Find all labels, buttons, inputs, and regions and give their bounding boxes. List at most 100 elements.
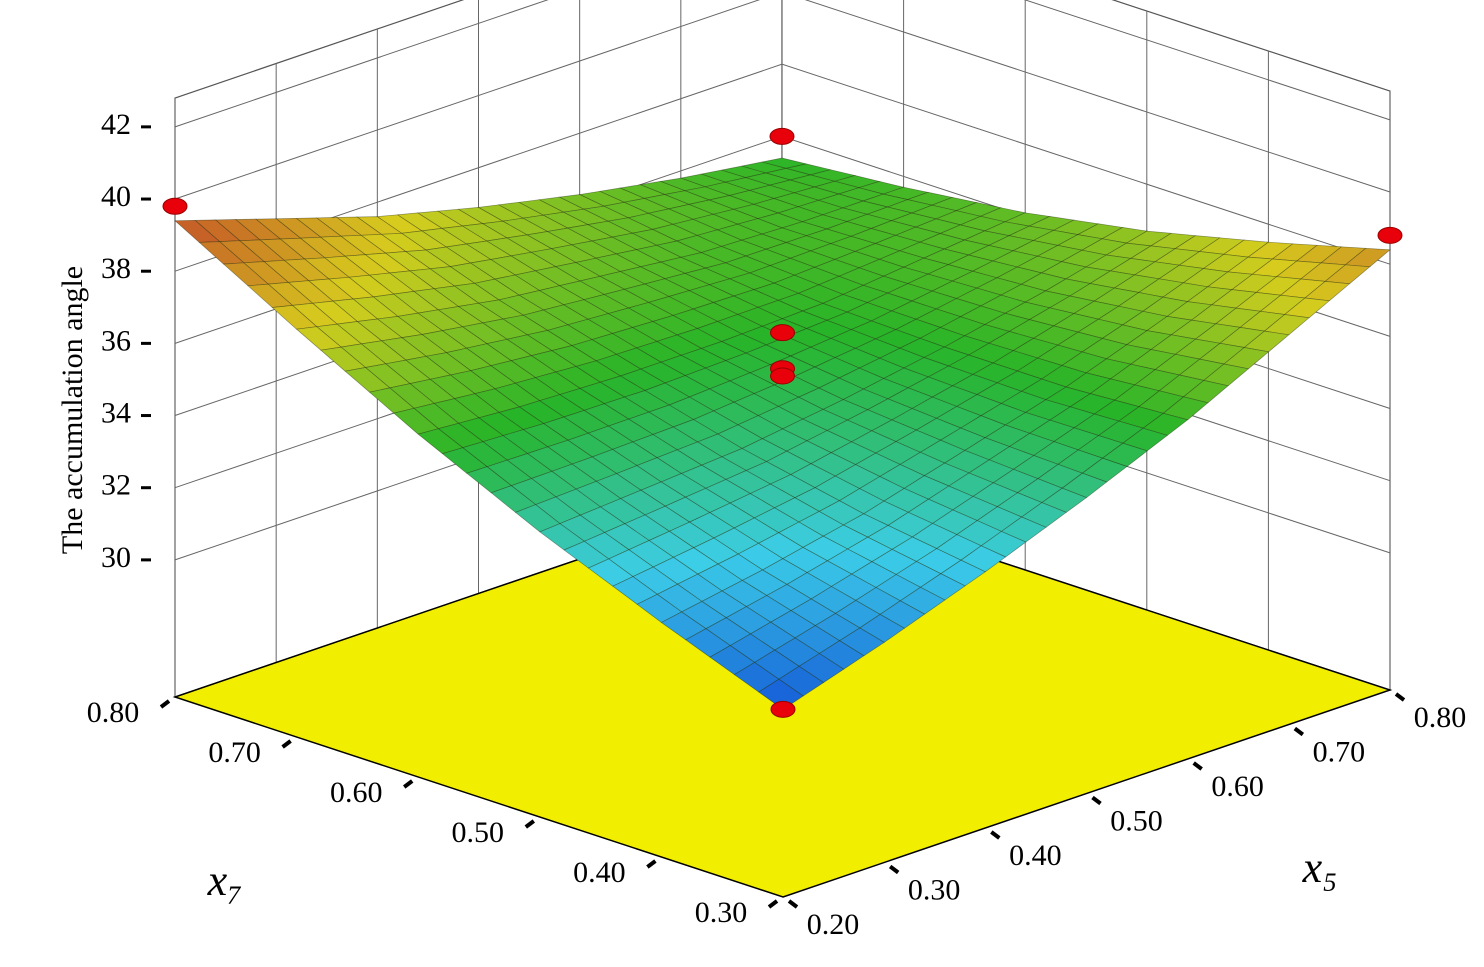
surface-patch [348,274,395,298]
grid-line [174,0,1391,128]
surface-patch [805,319,853,339]
surface-patch [449,370,496,395]
surface-patch [1304,281,1351,302]
surface-patch [1137,278,1185,298]
surface-patch [1060,249,1108,268]
design-point [770,367,795,385]
surface-patch [789,346,836,368]
surface-patch [389,383,436,409]
surface-patch [1020,272,1067,292]
surface-patch [1133,261,1181,280]
surface-patch [696,433,743,458]
surface-patch [368,272,415,295]
surface-patch [612,576,658,605]
surface-patch [879,600,926,629]
surface-patch [1077,435,1124,459]
surface-patch [1028,216,1075,231]
surface-patch [758,678,804,710]
surface-patch [907,376,954,398]
surface-patch [624,514,671,541]
surface-patch [797,284,845,304]
surface-patch [489,255,537,276]
x-tick-label: 0.60 [1211,770,1264,803]
surface-patch [473,278,521,301]
surface-patch [1162,396,1209,421]
surface-patch [814,357,861,379]
surface-patch [356,318,403,342]
surface-patch [368,387,415,414]
y-tick-label: 0.30 [695,896,748,929]
surface-patch [441,447,488,474]
surface-patch [778,665,825,697]
surface-patch [890,212,938,228]
surface-patch [821,294,869,313]
surface-patch [263,259,310,283]
surface-patch [445,243,492,264]
y-tick [403,779,414,789]
design-point [770,324,795,342]
y-tick [767,899,779,909]
x-tick [990,830,1001,840]
surface-patch [1203,363,1250,387]
surface-patch [939,427,986,451]
y-tick-label: 0.60 [330,776,383,809]
surface-patch [859,613,906,643]
surface-patch [866,398,914,421]
z-axis-label: The accumulation angle [56,266,89,554]
surface-patch [1037,463,1084,489]
surface-patch [943,335,990,356]
surface-patch [514,504,561,533]
z-tick-label: 34 [101,396,131,429]
surface-patch [1300,262,1347,282]
x-tick-label: 0.80 [1414,701,1467,734]
z-tick-label: 36 [101,324,131,357]
surface-patch [894,226,942,243]
surface-patch [729,493,776,519]
surface-patch [214,219,261,242]
surface-patch [429,266,476,287]
y-tick [159,699,171,709]
surface-patch [437,306,484,328]
z-tick-label: 38 [101,252,131,285]
surface-patch [1344,247,1391,268]
surface-patch [709,645,756,676]
y-tick-label: 0.50 [452,816,505,849]
surface-patch [636,593,683,623]
surface-patch [1130,349,1177,370]
surface-patch [457,417,504,443]
x-tick [1293,726,1305,737]
surface-patch [546,324,593,346]
y-tick [524,819,535,829]
x-tick-label: 0.50 [1110,804,1163,837]
surface-patch [672,308,719,329]
surface-patch [275,217,322,239]
surface-patch [887,511,934,538]
surface-patch [705,617,752,647]
surface-patch [817,193,865,209]
x-tick-label: 0.30 [908,873,961,906]
surface-patch [891,536,938,562]
surface-patch [713,527,760,555]
surface-patch [838,627,885,657]
x-tick [1091,795,1102,806]
surface-patch [996,266,1043,285]
surface-patch [940,559,986,587]
surface-patch [571,456,618,482]
surface-patch [947,354,994,375]
surface-patch [919,573,966,601]
design-point [770,700,796,718]
surface-patch [857,181,905,195]
surface-patch [679,252,727,269]
surface-patch [1049,406,1096,429]
surface-patch [611,441,658,466]
surface-patch [1122,427,1169,452]
z-tick-label: 42 [101,108,131,141]
grid-line [174,63,1391,272]
surface-patch [619,368,666,391]
y-tick-label: 0.70 [208,736,261,769]
y-tick [281,739,292,749]
surface-patch [902,257,950,275]
surface-patch [364,363,411,389]
x-tick [888,864,900,875]
surface-patch [603,523,650,551]
